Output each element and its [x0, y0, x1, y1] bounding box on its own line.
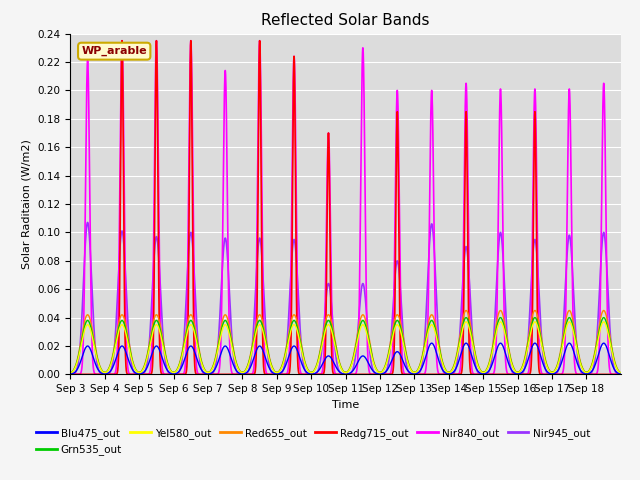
Nir840_out	[497, 86, 504, 92]
Blu475_out	[180, 357, 188, 362]
Blu475_out	[524, 358, 532, 364]
Blu475_out	[67, 371, 74, 377]
Yel580_out	[538, 343, 546, 349]
Blu475_out	[366, 363, 374, 369]
Blu475_out	[497, 340, 504, 346]
Text: WP_arable: WP_arable	[81, 46, 147, 56]
Nir945_out	[538, 340, 546, 346]
X-axis label: Time: Time	[332, 400, 359, 409]
Legend: Blu475_out, Grn535_out, Yel580_out, Red655_out, Redg715_out, Nir840_out, Nir945_: Blu475_out, Grn535_out, Yel580_out, Red6…	[31, 424, 594, 459]
Nir840_out	[366, 371, 374, 376]
Grn535_out	[538, 341, 546, 347]
Line: Yel580_out: Yel580_out	[70, 322, 621, 373]
Yel580_out	[524, 345, 531, 351]
Redg715_out	[180, 372, 188, 377]
Line: Grn535_out: Grn535_out	[70, 318, 621, 373]
Redg715_out	[617, 372, 625, 377]
Line: Nir840_out: Nir840_out	[70, 41, 621, 374]
Line: Blu475_out: Blu475_out	[70, 343, 621, 374]
Yel580_out	[67, 371, 74, 376]
Nir945_out	[84, 219, 92, 225]
Grn535_out	[180, 339, 188, 345]
Red655_out	[180, 336, 188, 342]
Red655_out	[396, 315, 403, 321]
Y-axis label: Solar Raditaion (W/m2): Solar Raditaion (W/m2)	[22, 139, 32, 269]
Nir945_out	[67, 372, 74, 377]
Nir945_out	[180, 326, 188, 332]
Yel580_out	[617, 371, 625, 376]
Redg715_out	[396, 295, 403, 301]
Redg715_out	[118, 38, 126, 44]
Grn535_out	[462, 315, 470, 321]
Redg715_out	[538, 372, 546, 377]
Grn535_out	[617, 370, 625, 376]
Grn535_out	[524, 343, 531, 349]
Red655_out	[617, 370, 625, 376]
Grn535_out	[497, 315, 504, 321]
Nir840_out	[67, 372, 74, 377]
Red655_out	[524, 339, 531, 345]
Yel580_out	[497, 319, 504, 325]
Yel580_out	[462, 319, 470, 325]
Yel580_out	[366, 346, 374, 351]
Title: Reflected Solar Bands: Reflected Solar Bands	[261, 13, 430, 28]
Blu475_out	[428, 340, 435, 346]
Red655_out	[366, 340, 374, 346]
Red655_out	[497, 308, 504, 313]
Line: Redg715_out: Redg715_out	[70, 41, 621, 374]
Blu475_out	[342, 372, 349, 377]
Blu475_out	[617, 371, 625, 377]
Grn535_out	[366, 343, 374, 349]
Nir840_out	[524, 371, 531, 377]
Blu475_out	[396, 350, 403, 356]
Red655_out	[538, 337, 546, 343]
Nir840_out	[617, 372, 625, 377]
Redg715_out	[524, 372, 531, 377]
Yel580_out	[396, 325, 403, 331]
Yel580_out	[180, 342, 188, 348]
Nir945_out	[396, 276, 403, 281]
Nir945_out	[524, 342, 532, 348]
Redg715_out	[497, 372, 504, 377]
Line: Red655_out: Red655_out	[70, 311, 621, 373]
Redg715_out	[67, 372, 74, 377]
Grn535_out	[396, 321, 403, 326]
Nir945_out	[342, 372, 349, 377]
Nir840_out	[180, 368, 188, 373]
Redg715_out	[366, 372, 374, 377]
Red655_out	[462, 308, 470, 313]
Nir840_out	[538, 371, 546, 376]
Nir945_out	[497, 230, 504, 236]
Line: Nir945_out: Nir945_out	[70, 222, 621, 374]
Nir945_out	[366, 352, 374, 358]
Nir945_out	[617, 372, 625, 377]
Red655_out	[67, 370, 74, 376]
Nir840_out	[396, 216, 403, 222]
Blu475_out	[538, 358, 546, 363]
Nir840_out	[118, 38, 126, 44]
Grn535_out	[67, 371, 74, 376]
